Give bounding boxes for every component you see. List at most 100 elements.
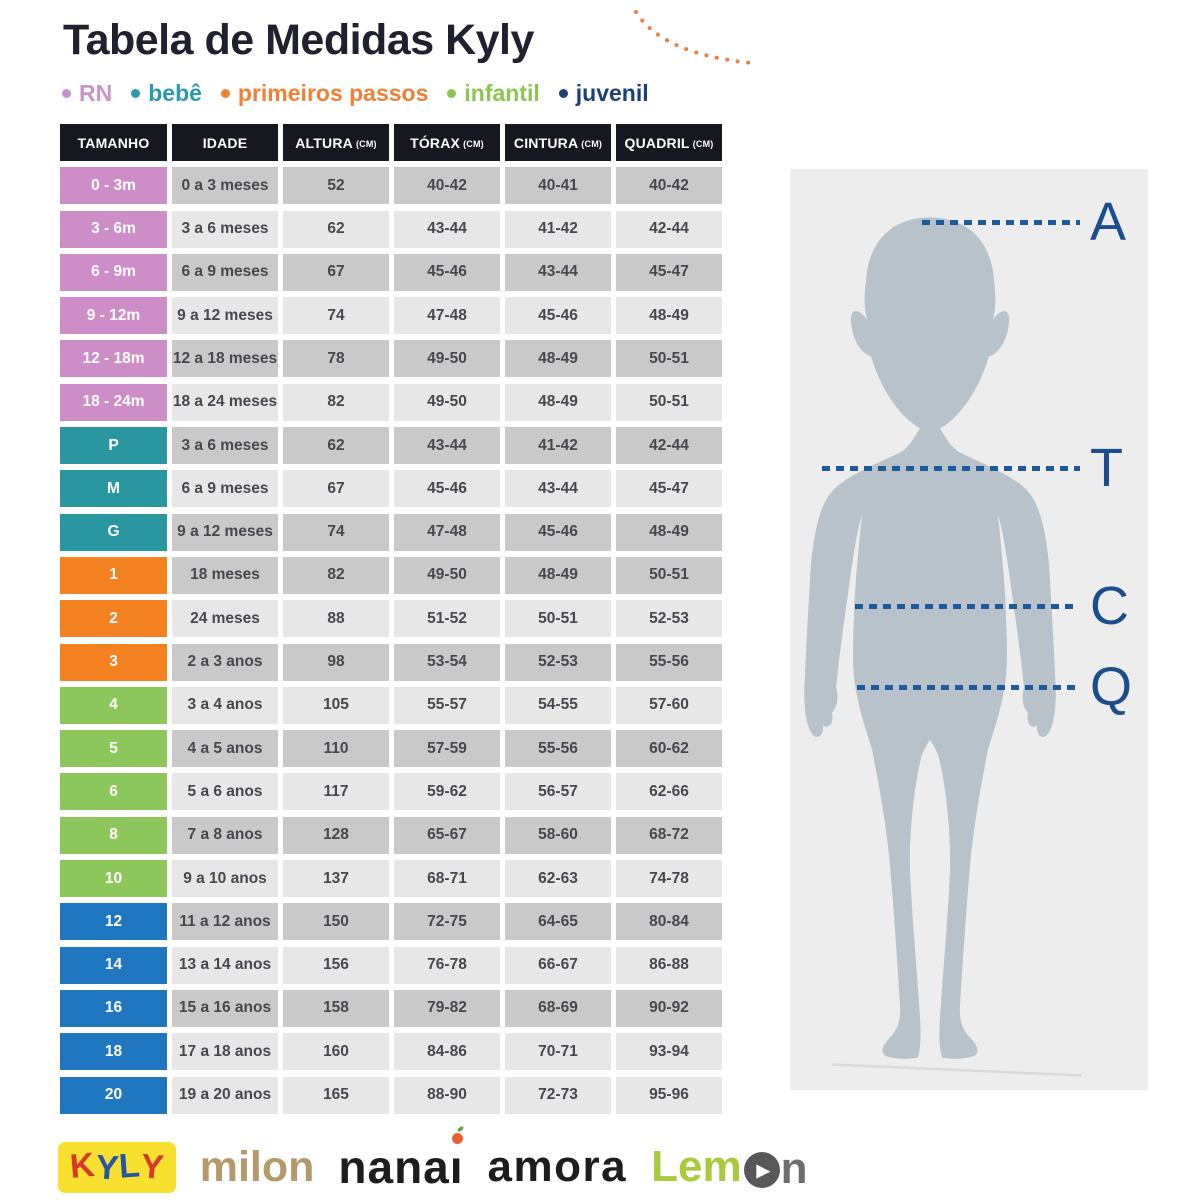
size-cell: P <box>60 427 167 465</box>
age-cell: 6 a 9 meses <box>172 253 278 291</box>
chest-cell: 51-52 <box>394 600 500 638</box>
waist-cell: 58-60 <box>505 816 611 854</box>
age-cell: 9 a 12 meses <box>172 513 278 551</box>
chest-cell: 65-67 <box>394 816 500 854</box>
age-cell: 4 a 5 anos <box>172 730 278 768</box>
waist-cell: 45-46 <box>505 513 611 551</box>
height-cell: 74 <box>283 513 389 551</box>
height-cell: 82 <box>283 383 389 421</box>
legend-label: bebê <box>148 80 202 106</box>
height-cell: 158 <box>283 989 389 1027</box>
waist-cell: 52-53 <box>505 643 611 681</box>
measure-letter-q: Q <box>1090 657 1133 717</box>
chest-cell: 40-42 <box>394 167 500 205</box>
chest-cell: 43-44 <box>394 210 500 248</box>
measure-line-c <box>855 604 1078 609</box>
hip-cell: 90-92 <box>616 989 722 1027</box>
waist-cell: 43-44 <box>505 470 611 508</box>
chest-cell: 49-50 <box>394 383 500 421</box>
legend-item: RN <box>62 80 112 107</box>
size-cell: 3 - 6m <box>60 210 167 248</box>
height-cell: 137 <box>283 860 389 898</box>
chest-cell: 53-54 <box>394 643 500 681</box>
hip-cell: 86-88 <box>616 946 722 984</box>
column-unit: (CM) <box>581 139 603 149</box>
age-cell: 11 a 12 anos <box>172 903 278 941</box>
chest-cell: 88-90 <box>394 1076 500 1114</box>
chest-cell: 79-82 <box>394 989 500 1027</box>
legend-item: primeiros passos <box>220 80 429 107</box>
age-cell: 9 a 10 anos <box>172 860 278 898</box>
age-cell: 18 meses <box>172 556 278 594</box>
size-cell: 0 - 3m <box>60 167 167 205</box>
age-cell: 17 a 18 anos <box>172 1033 278 1071</box>
age-cell: 12 a 18 meses <box>172 340 278 378</box>
size-cell: 1 <box>60 556 167 594</box>
size-table: TAMANHO IDADE ALTURA (CM) TÓRAX (CM) CINTURA (C… <box>60 124 722 1114</box>
age-cell: 3 a 6 meses <box>172 210 278 248</box>
size-cell: 10 <box>60 860 167 898</box>
chest-cell: 49-50 <box>394 556 500 594</box>
legend-bullet-icon <box>131 89 141 98</box>
column-header: IDADE <box>172 124 278 161</box>
amora-logo: amora <box>487 1142 628 1191</box>
size-cell: G <box>60 513 167 551</box>
legend-bullet-icon <box>558 89 568 98</box>
chest-cell: 68-71 <box>394 860 500 898</box>
nanai-dotless-i: ı <box>449 1141 464 1193</box>
size-cell: 12 - 18m <box>60 340 167 378</box>
waist-cell: 54-55 <box>505 686 611 724</box>
size-cell: 20 <box>60 1076 167 1114</box>
nanai-text: nana <box>338 1141 450 1193</box>
waist-cell: 68-69 <box>505 989 611 1027</box>
age-cell: 2 a 3 anos <box>172 643 278 681</box>
chest-cell: 72-75 <box>394 903 500 941</box>
chest-cell: 49-50 <box>394 340 500 378</box>
height-cell: 117 <box>283 773 389 811</box>
size-cell: 4 <box>60 686 167 724</box>
age-cell: 3 a 4 anos <box>172 686 278 724</box>
size-cell: 16 <box>60 989 167 1027</box>
hip-cell: 80-84 <box>616 903 722 941</box>
hip-cell: 50-51 <box>616 556 722 594</box>
measure-line-t <box>822 466 1080 471</box>
column-header: TÓRAX (CM) <box>394 124 500 161</box>
age-cell: 13 a 14 anos <box>172 946 278 984</box>
size-cell: 6 <box>60 773 167 811</box>
column-header: TAMANHO <box>60 124 167 161</box>
leaf-icon <box>456 1125 465 1133</box>
chest-cell: 57-59 <box>394 730 500 768</box>
category-legend: RN bebê primeiros passos infantil juvenil <box>62 80 649 107</box>
milon-logo: milon <box>199 1142 315 1191</box>
legend-bullet-icon <box>220 89 230 98</box>
hip-cell: 95-96 <box>616 1076 722 1114</box>
waist-cell: 70-71 <box>505 1033 611 1071</box>
age-cell: 6 a 9 meses <box>172 470 278 508</box>
age-cell: 18 a 24 meses <box>172 383 278 421</box>
column-header-label: ALTURA <box>295 134 353 151</box>
hip-cell: 74-78 <box>616 860 722 898</box>
hip-cell: 52-53 <box>616 600 722 638</box>
size-cell: 8 <box>60 816 167 854</box>
age-cell: 0 a 3 meses <box>172 167 278 205</box>
legend-label: infantil <box>464 80 540 106</box>
column-header: QUADRIL (CM) <box>616 124 722 161</box>
size-cell: 2 <box>60 600 167 638</box>
waist-cell: 56-57 <box>505 773 611 811</box>
hip-cell: 62-66 <box>616 773 722 811</box>
height-cell: 110 <box>283 730 389 768</box>
height-cell: 67 <box>283 253 389 291</box>
size-cell: 3 <box>60 643 167 681</box>
legend-label: primeiros passos <box>237 80 429 106</box>
dotted-arc-decoration <box>634 10 754 65</box>
height-cell: 62 <box>283 210 389 248</box>
hip-cell: 60-62 <box>616 730 722 768</box>
height-cell: 98 <box>283 643 389 681</box>
legend-bullet-icon <box>447 89 457 98</box>
column-header-label: IDADE <box>202 134 248 151</box>
nanai-logo: nana ı <box>338 1125 465 1194</box>
hip-cell: 55-56 <box>616 643 722 681</box>
kyly-letter: Y <box>94 1147 120 1188</box>
hip-cell: 48-49 <box>616 513 722 551</box>
